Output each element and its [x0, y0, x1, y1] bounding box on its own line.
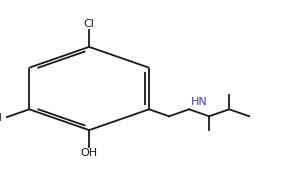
Text: Cl: Cl — [84, 19, 95, 28]
Text: HN: HN — [191, 97, 208, 107]
Text: Cl: Cl — [0, 113, 3, 123]
Text: OH: OH — [81, 149, 98, 158]
